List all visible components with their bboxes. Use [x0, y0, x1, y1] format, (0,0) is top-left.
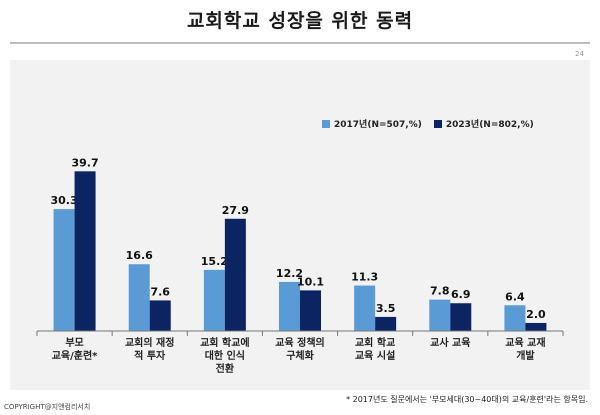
category-label-4-0: 교회 학교: [355, 336, 395, 349]
bar-2017-2: [203, 269, 225, 331]
data-label-2017-4: 11.3: [351, 271, 378, 284]
bar-2023-3: [300, 290, 321, 331]
footnote: * 2017년도 질문에서는 '부모세대(30~40대)의 교육/훈련'라는 항…: [346, 395, 588, 404]
category-label-2-2: 전환: [216, 362, 235, 375]
category-label-5-0: 교사 교육: [430, 336, 470, 349]
bar-2023-2: [224, 218, 246, 331]
category-label-0-1: 교육/훈련*: [52, 349, 98, 362]
data-label-2023-5: 6.9: [451, 288, 471, 301]
legend-label-2023: 2023년(N=802,%): [445, 120, 534, 130]
category-label-1-0: 교회의 재정: [125, 336, 174, 349]
title-divider: [10, 42, 590, 44]
data-label-2023-6: 2.0: [526, 308, 546, 321]
data-label-2017-0: 30.3: [51, 194, 78, 207]
bar-2023-4: [375, 316, 397, 331]
data-label-2023-3: 10.1: [297, 275, 324, 288]
category-label-4-1: 교육 시설: [355, 349, 395, 362]
bar-2023-0: [74, 171, 96, 331]
bar-2023-1: [149, 300, 171, 331]
data-label-2017-5: 7.8: [430, 285, 450, 298]
chart-panel: [10, 60, 590, 390]
bar-2023-6: [525, 322, 547, 331]
category-label-3-0: 교육 정책의: [275, 336, 324, 349]
data-label-2023-4: 3.5: [376, 302, 396, 315]
copyright: COPYRIGHT@지앤컴리서치: [4, 403, 91, 411]
bar-2017-4: [354, 285, 376, 331]
bar-2017-1: [128, 264, 150, 331]
bar-2017-3: [279, 281, 300, 331]
category-label-3-1: 구체화: [286, 349, 314, 362]
data-label-2017-2: 15.2: [201, 255, 228, 268]
legend-swatch-2017: [322, 119, 330, 128]
category-label-6-1: 개발: [516, 349, 535, 362]
legend-swatch-2023: [433, 119, 442, 128]
chart-legend: 2017년(N=507,%) 2023년(N=802,%): [322, 117, 534, 130]
bar-2017-5: [429, 299, 451, 331]
bar-2023-5: [450, 303, 472, 331]
page-title: 교회학교 성장을 위한 동력: [186, 10, 414, 32]
data-label-2023-1: 7.6: [150, 285, 170, 298]
data-label-2017-3: 12.2: [276, 267, 303, 280]
legend-item-2017: 2017년(N=507,%): [322, 117, 422, 130]
legend-item-2023: 2023년(N=802,%): [433, 117, 534, 130]
bar-2017-0: [53, 209, 75, 331]
category-label-0-0: 부모: [65, 337, 83, 349]
data-label-2017-6: 6.4: [505, 290, 525, 303]
category-label-6-0: 교육 교재: [505, 336, 545, 349]
page-number: 24: [575, 50, 584, 58]
legend-label-2017: 2017년(N=507,%): [334, 120, 422, 130]
bar-2017-6: [504, 305, 526, 331]
data-label-2017-1: 16.6: [126, 249, 153, 262]
data-label-2023-2: 27.9: [222, 204, 249, 217]
category-label-2-0: 교회 학교에: [200, 336, 249, 349]
category-label-2-1: 대한 인식: [205, 349, 245, 362]
category-label-1-1: 적 투자: [134, 349, 166, 362]
data-label-2023-0: 39.7: [72, 156, 99, 169]
